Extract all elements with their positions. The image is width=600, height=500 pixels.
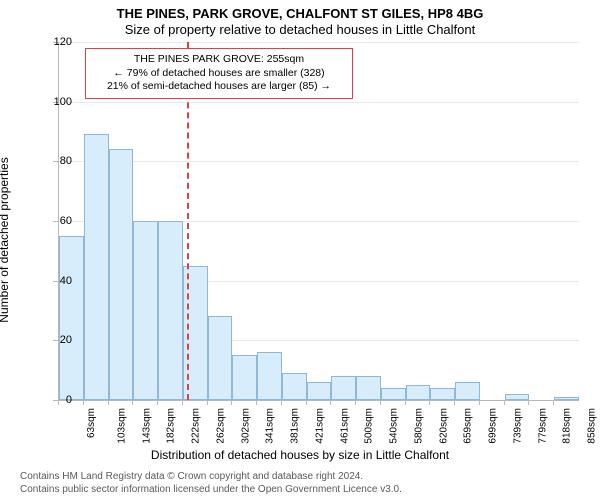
- footnote-line-1: Contains HM Land Registry data © Crown c…: [20, 471, 363, 482]
- x-tick-mark: [528, 400, 529, 405]
- gridline: [59, 161, 579, 162]
- histogram-bar: [84, 134, 109, 400]
- y-tick-label: 40: [32, 275, 72, 287]
- y-axis-label: Number of detached properties: [0, 157, 11, 322]
- x-tick-label: 620sqm: [438, 408, 449, 444]
- histogram-bar: [257, 352, 282, 400]
- x-tick-mark: [429, 400, 430, 405]
- annotation-box: THE PINES PARK GROVE: 255sqm ← 79% of de…: [85, 48, 353, 99]
- x-tick-label: 143sqm: [141, 408, 152, 444]
- x-tick-label: 500sqm: [364, 408, 375, 444]
- histogram-bar: [307, 382, 332, 400]
- x-tick-label: 222sqm: [191, 408, 202, 444]
- x-tick-mark: [83, 400, 84, 405]
- y-tick-label: 120: [32, 36, 72, 48]
- histogram-bar: [208, 316, 233, 400]
- histogram-bar: [331, 376, 356, 400]
- footnote-line-2: Contains public sector information licen…: [20, 484, 402, 495]
- gridline: [59, 42, 579, 43]
- x-tick-mark: [207, 400, 208, 405]
- annotation-line-2: ← 79% of detached houses are smaller (32…: [92, 67, 346, 81]
- x-tick-label: 659sqm: [463, 408, 474, 444]
- histogram-bar: [430, 388, 455, 400]
- x-tick-mark: [132, 400, 133, 405]
- x-tick-label: 341sqm: [265, 408, 276, 444]
- y-tick-label: 0: [32, 394, 72, 406]
- x-tick-mark: [182, 400, 183, 405]
- histogram-bar: [109, 149, 134, 400]
- histogram-bar: [381, 388, 406, 400]
- histogram-bar: [158, 221, 183, 400]
- x-tick-mark: [256, 400, 257, 405]
- x-tick-label: 262sqm: [215, 408, 226, 444]
- x-tick-mark: [157, 400, 158, 405]
- x-tick-label: 818sqm: [562, 408, 573, 444]
- x-tick-mark: [355, 400, 356, 405]
- x-tick-mark: [380, 400, 381, 405]
- x-tick-label: 461sqm: [339, 408, 350, 444]
- x-tick-label: 858sqm: [587, 408, 598, 444]
- x-tick-mark: [281, 400, 282, 405]
- histogram-bar: [59, 236, 84, 400]
- y-tick-label: 80: [32, 155, 72, 167]
- x-tick-mark: [108, 400, 109, 405]
- footnote: Contains HM Land Registry data © Crown c…: [20, 471, 592, 496]
- x-tick-mark: [454, 400, 455, 405]
- x-tick-label: 580sqm: [413, 408, 424, 444]
- gridline: [59, 102, 579, 103]
- x-tick-mark: [306, 400, 307, 405]
- histogram-bar: [406, 385, 431, 400]
- x-tick-mark: [479, 400, 480, 405]
- x-tick-mark: [553, 400, 554, 405]
- histogram-bar: [282, 373, 307, 400]
- x-tick-label: 302sqm: [240, 408, 251, 444]
- x-tick-label: 182sqm: [166, 408, 177, 444]
- annotation-line-3: 21% of semi-detached houses are larger (…: [92, 80, 346, 94]
- y-tick-label: 60: [32, 215, 72, 227]
- x-tick-mark: [231, 400, 232, 405]
- x-tick-label: 540sqm: [389, 408, 400, 444]
- x-tick-label: 739sqm: [513, 408, 524, 444]
- histogram-bar: [356, 376, 381, 400]
- histogram-bar: [554, 397, 579, 400]
- histogram-bar: [133, 221, 158, 400]
- annotation-line-1: THE PINES PARK GROVE: 255sqm: [92, 53, 346, 67]
- x-axis-label: Distribution of detached houses by size …: [0, 448, 600, 462]
- x-tick-mark: [504, 400, 505, 405]
- x-tick-label: 381sqm: [290, 408, 301, 444]
- x-tick-label: 699sqm: [488, 408, 499, 444]
- histogram-bar: [232, 355, 257, 400]
- x-tick-label: 421sqm: [314, 408, 325, 444]
- y-tick-label: 100: [32, 96, 72, 108]
- x-tick-mark: [58, 400, 59, 405]
- chart-title-main: THE PINES, PARK GROVE, CHALFONT ST GILES…: [0, 6, 600, 21]
- histogram-bar: [505, 394, 530, 400]
- histogram-bar: [455, 382, 480, 400]
- x-tick-label: 103sqm: [116, 408, 127, 444]
- x-tick-label: 779sqm: [537, 408, 548, 444]
- x-tick-mark: [405, 400, 406, 405]
- chart-title-sub: Size of property relative to detached ho…: [0, 22, 600, 37]
- chart-container: { "title_main": "THE PINES, PARK GROVE, …: [0, 0, 600, 500]
- x-tick-label: 63sqm: [86, 408, 97, 438]
- y-tick-label: 20: [32, 334, 72, 346]
- x-tick-mark: [330, 400, 331, 405]
